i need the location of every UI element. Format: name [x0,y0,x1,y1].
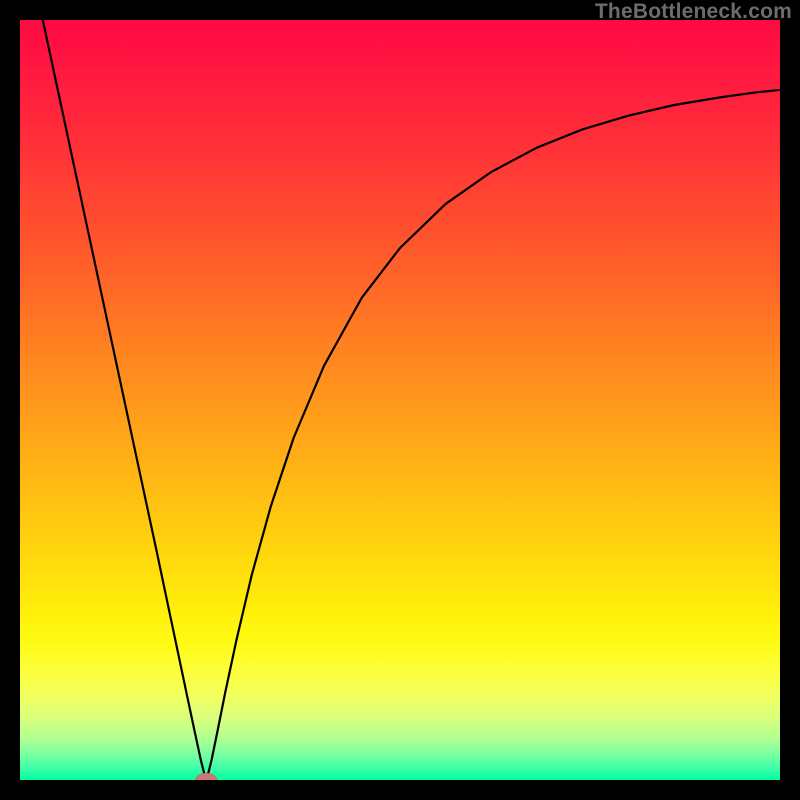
watermark-label: TheBottleneck.com [595,0,792,24]
plot-area [20,20,780,780]
bottleneck-chart [20,20,780,780]
gradient-background [20,20,780,780]
chart-frame: TheBottleneck.com [0,0,800,800]
